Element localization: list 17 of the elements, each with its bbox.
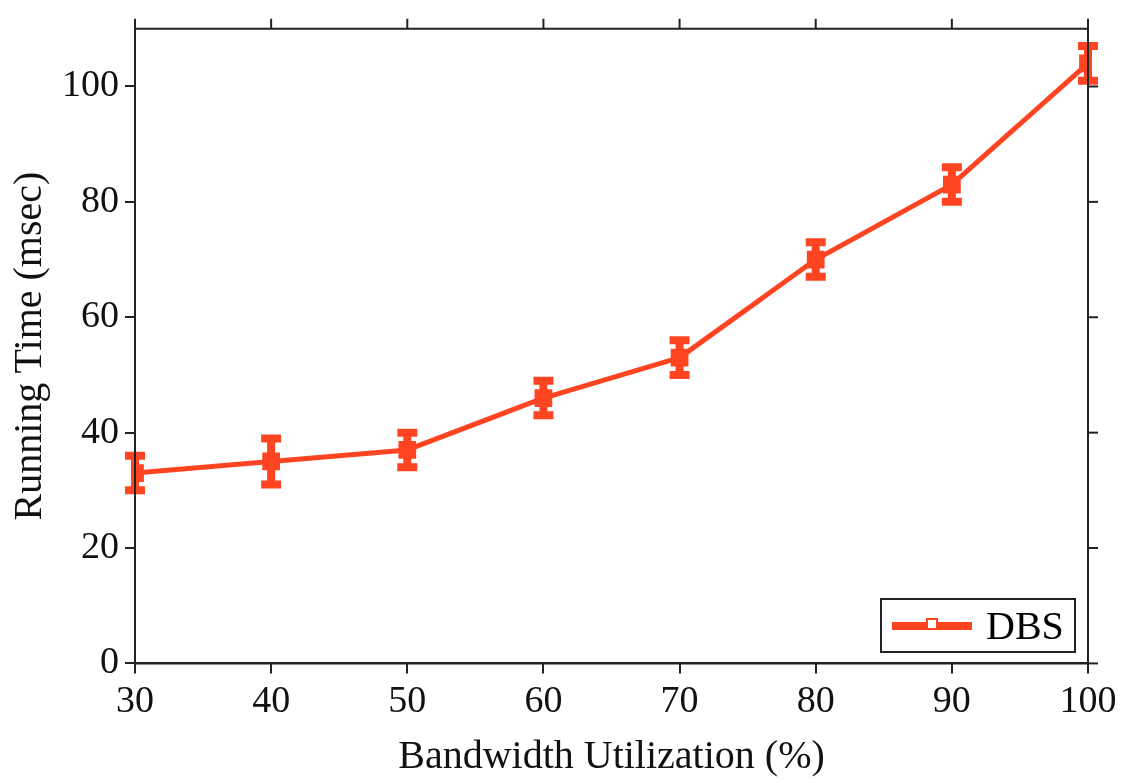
x-tick-label: 100 bbox=[1059, 678, 1117, 721]
y-axis-title: Running Time (msec) bbox=[4, 171, 50, 521]
y-tick-label: 20 bbox=[81, 524, 119, 566]
x-tick-label: 70 bbox=[660, 678, 699, 721]
y-tick-label: 60 bbox=[81, 293, 119, 336]
x-tick-label: 30 bbox=[116, 678, 154, 721]
x-tick-label: 60 bbox=[524, 678, 563, 721]
x-tick-label: 50 bbox=[388, 678, 427, 721]
legend-label: DBS bbox=[986, 602, 1064, 650]
y-tick-label: 40 bbox=[81, 408, 119, 451]
x-tick-label: 90 bbox=[932, 678, 971, 721]
y-tick-label: 80 bbox=[81, 177, 119, 220]
y-tick-label: 0 bbox=[100, 639, 119, 682]
y-tick-label: 100 bbox=[62, 62, 119, 105]
x-tick-label: 40 bbox=[252, 678, 291, 721]
x-axis-title: Bandwidth Utilization (%) bbox=[398, 731, 825, 777]
x-tick-label: 80 bbox=[796, 678, 835, 721]
